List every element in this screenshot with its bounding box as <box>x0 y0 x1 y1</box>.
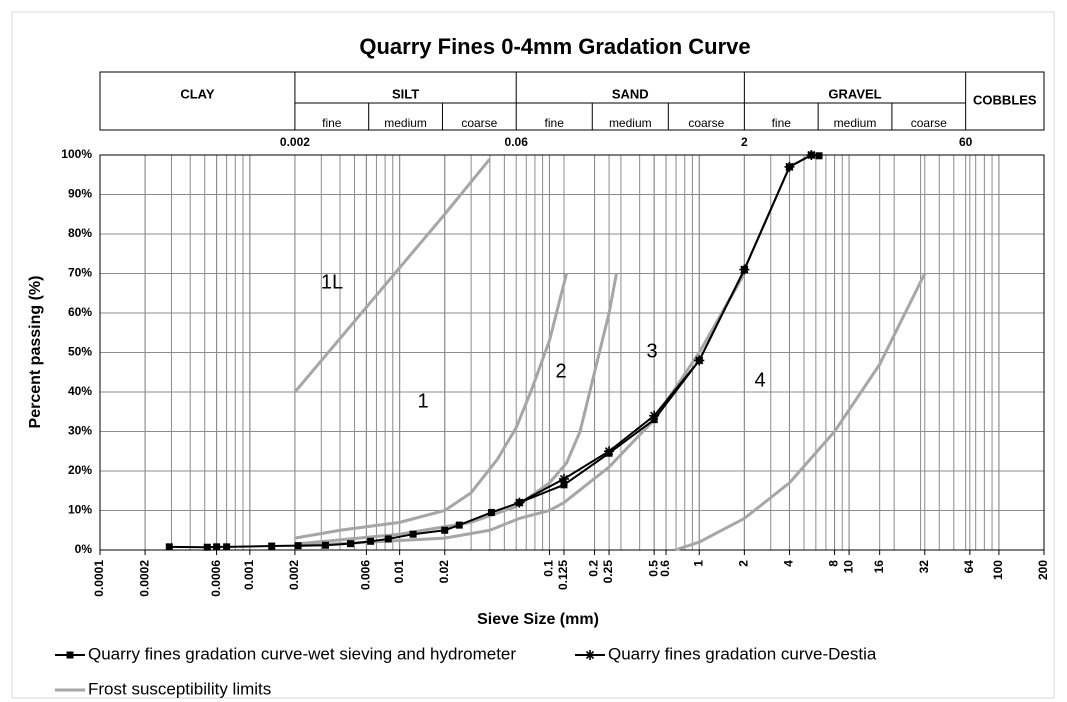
data-point <box>268 542 276 550</box>
legend-marker <box>66 651 74 659</box>
series-line <box>169 153 820 549</box>
class-boundary-label: 60 <box>959 135 973 149</box>
subclass-name: coarse <box>461 116 497 130</box>
data-point <box>784 161 795 172</box>
subclass-name: fine <box>772 116 792 130</box>
subclass-name: coarse <box>688 116 724 130</box>
data-point <box>815 152 823 160</box>
plot-border <box>99 154 1045 551</box>
x-tick-label: 64 <box>962 560 976 574</box>
class-name: CLAY <box>180 86 215 101</box>
annotation: 2 <box>555 360 566 382</box>
x-tick-label: 0.6 <box>658 560 672 577</box>
subclass-name: coarse <box>911 116 947 130</box>
data-point <box>409 530 417 538</box>
data-point <box>367 537 375 545</box>
subclass-name: medium <box>384 116 427 130</box>
legend-marker <box>585 650 595 660</box>
x-tick-label: 32 <box>917 560 931 574</box>
annotation: 3 <box>646 340 657 362</box>
y-tick-label: 50% <box>68 345 92 359</box>
subclass-name: fine <box>545 116 565 130</box>
class-boundary-label: 0.002 <box>280 135 310 149</box>
class-boundary-label: 2 <box>741 135 748 149</box>
x-tick-label: 1 <box>691 560 705 567</box>
y-tick-label: 40% <box>68 384 92 398</box>
legend-label: Frost susceptibility limits <box>88 679 271 698</box>
data-point <box>384 535 392 543</box>
x-tick-label: 0.001 <box>242 560 256 590</box>
data-point <box>739 264 750 275</box>
x-tick-label: 0.01 <box>392 560 406 584</box>
x-tick-label: 0.1 <box>542 560 556 577</box>
class-name: COBBLES <box>973 92 1037 107</box>
data-point <box>455 521 463 529</box>
y-tick-label: 10% <box>68 503 92 517</box>
class-name: SAND <box>612 86 649 101</box>
y-tick-label: 30% <box>68 424 92 438</box>
x-tick-label: 100 <box>991 560 1005 580</box>
subclass-name: medium <box>609 116 652 130</box>
series-line <box>518 154 812 504</box>
annotation: 1L <box>321 271 343 293</box>
series-line <box>293 158 927 552</box>
x-tick-label: 0.0001 <box>92 560 106 597</box>
annotation: 1 <box>417 390 428 412</box>
data-point <box>487 508 495 516</box>
data-point <box>441 526 449 534</box>
data-point <box>165 543 173 551</box>
x-tick-label: 0.006 <box>359 560 373 590</box>
y-tick-label: 90% <box>68 187 92 201</box>
class-name: SILT <box>392 86 419 101</box>
y-tick-label: 20% <box>68 463 92 477</box>
data-point <box>649 410 660 421</box>
x-tick-label: 0.5 <box>646 560 660 577</box>
y-tick-label: 100% <box>61 147 92 161</box>
data-point <box>514 497 525 508</box>
chart-title: Quarry Fines 0-4mm Gradation Curve <box>359 34 750 59</box>
legend-label: Quarry fines gradation curve-wet sieving… <box>88 644 516 663</box>
x-tick-label: 200 <box>1036 560 1050 580</box>
data-point <box>203 543 211 551</box>
y-tick-label: 60% <box>68 305 92 319</box>
y-tick-label: 80% <box>68 226 92 240</box>
y-axis-label: Percent passing (%) <box>27 276 44 429</box>
x-tick-label: 8 <box>827 560 841 567</box>
x-tick-label: 0.125 <box>556 560 570 590</box>
class-name: GRAVEL <box>828 86 881 101</box>
class-boundary-label: 0.06 <box>505 135 529 149</box>
x-tick-label: 0.0006 <box>209 560 223 597</box>
data-point <box>321 541 329 549</box>
data-point <box>558 473 569 484</box>
x-tick-label: 0.0002 <box>137 560 151 597</box>
data-point <box>560 481 568 489</box>
class-table <box>99 71 1045 131</box>
x-tick-label: 0.2 <box>587 560 601 577</box>
x-tick-label: 2 <box>737 560 751 567</box>
x-axis-label: Sieve Size (mm) <box>477 611 599 628</box>
annotation: 4 <box>754 369 765 391</box>
data-point <box>604 446 615 457</box>
y-tick-label: 70% <box>68 266 92 280</box>
chart-border <box>11 11 1055 699</box>
x-tick-label: 16 <box>872 560 886 574</box>
subclass-name: medium <box>834 116 877 130</box>
x-tick-label: 10 <box>841 560 855 574</box>
data-point <box>694 355 705 366</box>
x-tick-label: 0.02 <box>437 560 451 584</box>
x-tick-label: 0.25 <box>601 560 615 584</box>
data-point <box>223 543 231 551</box>
y-tick-label: 0% <box>75 542 93 556</box>
data-point <box>806 150 817 160</box>
legend-label: Quarry fines gradation curve-Destia <box>608 644 877 663</box>
x-tick-label: 0.002 <box>287 560 301 590</box>
x-tick-label: 4 <box>782 560 796 567</box>
data-point <box>213 543 221 551</box>
data-point <box>347 540 355 548</box>
subclass-name: fine <box>322 116 342 130</box>
data-point <box>294 542 302 550</box>
